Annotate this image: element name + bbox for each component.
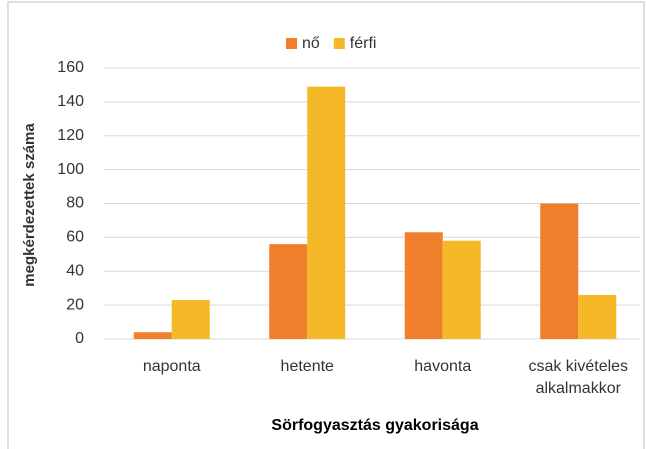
x-tick-label: naponta: [142, 358, 201, 375]
y-tick-label: 80: [66, 195, 84, 212]
bar: [307, 86, 346, 339]
y-tick-label: 100: [57, 161, 84, 178]
bar: [404, 232, 443, 339]
chart-border: [7, 1, 645, 449]
bar: [540, 203, 579, 339]
legend-label: nő: [302, 35, 320, 52]
x-tick-label: hetente: [280, 358, 334, 375]
bar: [171, 300, 210, 339]
x-tick-label: havonta: [414, 358, 472, 375]
y-tick-label: 0: [75, 330, 84, 347]
bar: [133, 332, 172, 339]
bar: [578, 294, 617, 339]
y-tick-label: 20: [66, 296, 84, 313]
x-tick-label: csak kivételes alkalmakkor: [528, 358, 629, 397]
y-axis-title: megkérdezettek száma: [21, 123, 38, 287]
y-tick-label: 160: [57, 59, 84, 76]
x-axis-title: Sörfogyasztás gyakorisága: [271, 417, 478, 434]
legend-swatch: [286, 38, 297, 49]
y-tick-label: 40: [66, 262, 84, 279]
y-tick-label: 120: [57, 127, 84, 144]
bar: [442, 240, 481, 339]
legend-swatch: [333, 38, 345, 49]
y-tick-label: 140: [57, 93, 84, 110]
bar: [269, 244, 308, 339]
legend-label: férfi: [350, 35, 377, 52]
y-tick-label: 60: [66, 229, 84, 246]
